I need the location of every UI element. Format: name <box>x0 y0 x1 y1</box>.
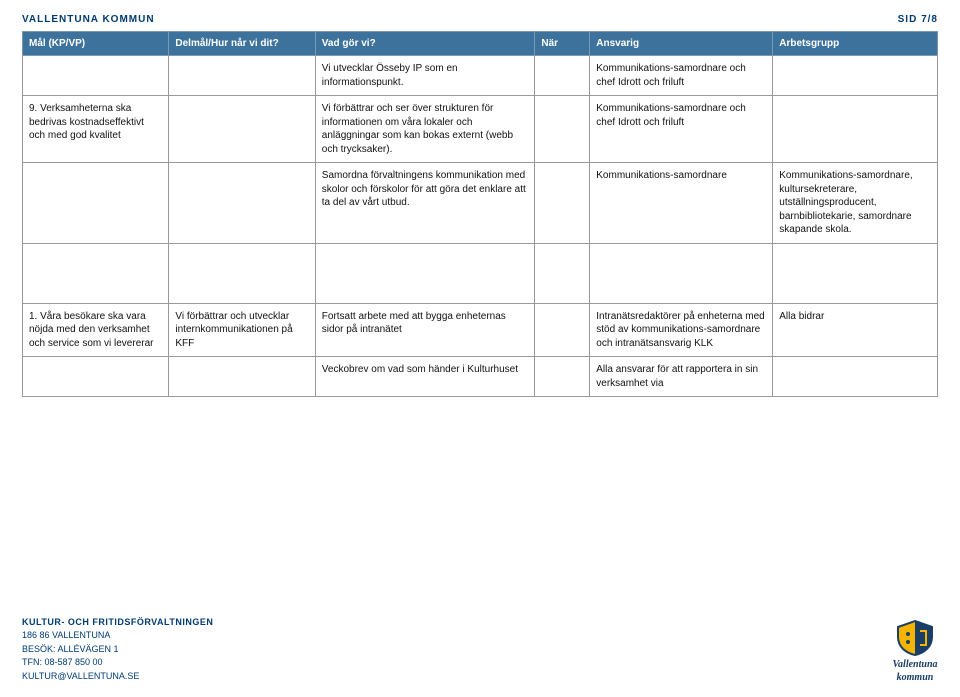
shield-icon <box>892 619 938 657</box>
table-row: 1. Våra besökare ska vara nöjda med den … <box>23 303 938 357</box>
logo-text-top: Vallentuna <box>892 659 937 670</box>
cell-c5: Alla ansvarar för att rapportera in sin … <box>590 357 773 397</box>
col-header-arbetsgrupp: Arbetsgrupp <box>773 32 938 56</box>
col-header-ansvarig: Ansvarig <box>590 32 773 56</box>
cell-c1 <box>23 56 169 96</box>
cell-c3: Veckobrev om vad som händer i Kulturhuse… <box>315 357 535 397</box>
table-row: 9. Verksamheterna ska bedrivas kostnadse… <box>23 96 938 163</box>
col-header-vad: Vad gör vi? <box>315 32 535 56</box>
table-row: Veckobrev om vad som händer i Kulturhuse… <box>23 357 938 397</box>
cell-c6: Kommunikations-samordnare, kultursekrete… <box>773 163 938 244</box>
cell-c2 <box>169 357 315 397</box>
cell-c4 <box>535 96 590 163</box>
top-bar: VALLENTUNA KOMMUN SID 7/8 <box>22 14 938 25</box>
org-name: VALLENTUNA KOMMUN <box>22 14 155 25</box>
cell-c5: Kommunikations-samordnare och chef Idrot… <box>590 56 773 96</box>
cell-c4 <box>535 163 590 244</box>
gap-cell <box>590 243 773 303</box>
footer-dept: KULTUR- OCH FRITIDSFÖRVALTNINGEN <box>22 616 213 630</box>
table-row: Samordna förvaltningens kommunikation me… <box>23 163 938 244</box>
cell-c6: Alla bidrar <box>773 303 938 357</box>
cell-c4 <box>535 303 590 357</box>
cell-c1: 1. Våra besökare ska vara nöjda med den … <box>23 303 169 357</box>
table-row <box>23 243 938 303</box>
page: VALLENTUNA KOMMUN SID 7/8 Mål (KP/VP) De… <box>0 0 960 697</box>
col-header-mal: Mål (KP/VP) <box>23 32 169 56</box>
footer: KULTUR- OCH FRITIDSFÖRVALTNINGEN 186 86 … <box>22 616 938 684</box>
plan-table: Mål (KP/VP) Delmål/Hur når vi dit? Vad g… <box>22 31 938 397</box>
footer-line4: KULTUR@VALLENTUNA.SE <box>22 670 213 684</box>
cell-c3: Samordna förvaltningens kommunikation me… <box>315 163 535 244</box>
cell-c4 <box>535 357 590 397</box>
cell-c6 <box>773 357 938 397</box>
cell-c1 <box>23 357 169 397</box>
cell-c4 <box>535 56 590 96</box>
cell-c1: 9. Verksamheterna ska bedrivas kostnadse… <box>23 96 169 163</box>
cell-c2 <box>169 56 315 96</box>
col-header-nar: När <box>535 32 590 56</box>
gap-cell <box>315 243 535 303</box>
cell-c2 <box>169 96 315 163</box>
cell-c3: Vi förbättrar och ser över strukturen fö… <box>315 96 535 163</box>
gap-cell <box>773 243 938 303</box>
cell-c3: Vi utvecklar Össeby IP som en informatio… <box>315 56 535 96</box>
gap-cell <box>23 243 169 303</box>
cell-c2 <box>169 163 315 244</box>
cell-c5: Kommunikations-samordnare <box>590 163 773 244</box>
municipality-logo: Vallentuna kommun <box>892 619 938 683</box>
logo-text-bottom: kommun <box>897 672 934 683</box>
gap-cell <box>169 243 315 303</box>
footer-line3: TFN: 08-587 850 00 <box>22 656 213 670</box>
page-number: SID 7/8 <box>898 14 938 25</box>
cell-c5: Intranätsredaktörer på enheterna med stö… <box>590 303 773 357</box>
table-header-row: Mål (KP/VP) Delmål/Hur når vi dit? Vad g… <box>23 32 938 56</box>
table-row: Vi utvecklar Össeby IP som en informatio… <box>23 56 938 96</box>
cell-c6 <box>773 56 938 96</box>
footer-line1: 186 86 VALLENTUNA <box>22 629 213 643</box>
footer-contact: KULTUR- OCH FRITIDSFÖRVALTNINGEN 186 86 … <box>22 616 213 684</box>
cell-c5: Kommunikations-samordnare och chef Idrot… <box>590 96 773 163</box>
cell-c2: Vi förbättrar och utvecklar internkommun… <box>169 303 315 357</box>
col-header-delmal: Delmål/Hur når vi dit? <box>169 32 315 56</box>
cell-c1 <box>23 163 169 244</box>
cell-c6 <box>773 96 938 163</box>
cell-c3: Fortsatt arbete med att bygga enheternas… <box>315 303 535 357</box>
footer-line2: BESÖK: ALLÉVÄGEN 1 <box>22 643 213 657</box>
gap-cell <box>535 243 590 303</box>
